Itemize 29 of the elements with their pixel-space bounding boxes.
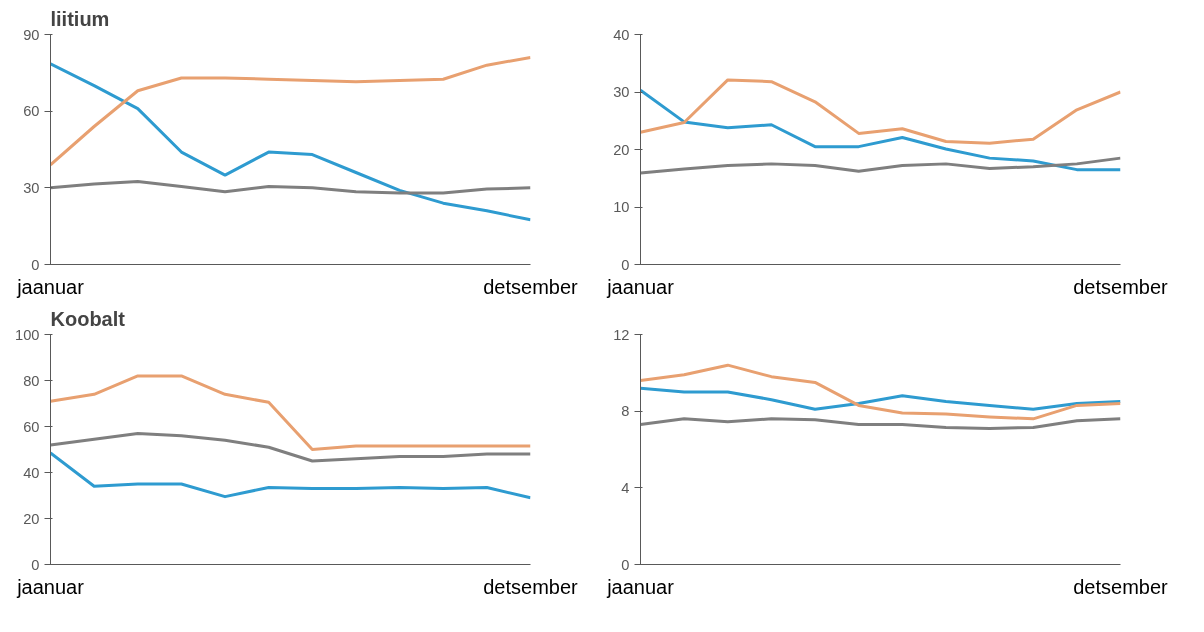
y-tick-label: 60 xyxy=(23,418,40,435)
x-tick-label: detsember xyxy=(1073,575,1169,598)
y-tick-label: 40 xyxy=(23,464,40,481)
y-tick-label: 80 xyxy=(23,372,40,389)
y-tick-label: 4 xyxy=(621,479,630,496)
y-tick-label: 8 xyxy=(621,403,630,420)
y-tick-label: 30 xyxy=(613,84,630,100)
x-tick-label: detsember xyxy=(483,575,579,598)
chart-title: liitium xyxy=(50,7,110,30)
x-tick-label: jaanuar xyxy=(16,575,85,598)
y-tick-label: 60 xyxy=(23,103,40,120)
y-tick-label: 40 xyxy=(613,26,630,43)
chart-title: Koobalt xyxy=(50,307,126,330)
x-tick-label: jaanuar xyxy=(606,575,675,598)
y-tick-label: 0 xyxy=(31,256,40,273)
y-tick-label: 12 xyxy=(613,326,630,343)
y-tick-label: 0 xyxy=(621,256,630,273)
y-tick-label: 20 xyxy=(613,141,630,158)
y-tick-label: 20 xyxy=(23,510,40,527)
y-tick-label: 10 xyxy=(613,199,630,215)
y-tick-label: 0 xyxy=(31,556,40,573)
x-tick-label: jaanuar xyxy=(606,275,675,298)
x-tick-label: detsember xyxy=(1073,275,1169,298)
y-tick-label: 100 xyxy=(15,326,40,343)
y-tick-label: 90 xyxy=(23,26,40,43)
x-tick-label: detsember xyxy=(483,275,579,298)
x-tick-label: jaanuar xyxy=(16,275,85,298)
y-tick-label: 0 xyxy=(621,556,630,573)
y-tick-label: 30 xyxy=(23,179,40,196)
